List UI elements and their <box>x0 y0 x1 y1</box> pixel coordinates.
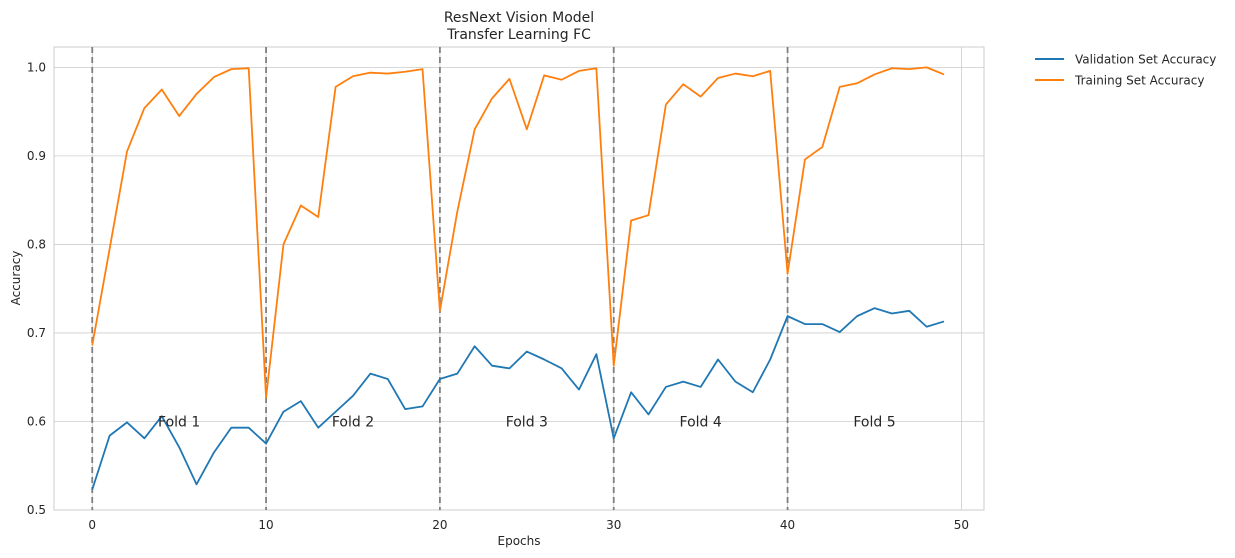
fold-label: Fold 4 <box>680 414 722 430</box>
y-tick-label: 0.8 <box>27 237 46 251</box>
y-tick-label: 0.9 <box>27 149 46 163</box>
fold-label: Fold 3 <box>506 414 548 430</box>
y-tick-label: 0.5 <box>27 503 46 517</box>
x-axis-ticks: 0 10 20 30 40 50 <box>88 518 969 532</box>
x-axis-label: Epochs <box>498 534 541 548</box>
fold-boundaries <box>91 47 789 510</box>
y-tick-label: 1.0 <box>27 60 46 74</box>
chart-subtitle: Transfer Learning FC <box>446 27 591 43</box>
series-lines <box>91 66 945 490</box>
x-tick-label: 50 <box>954 518 969 532</box>
x-tick-label: 10 <box>258 518 273 532</box>
fold-label: Fold 2 <box>332 414 374 430</box>
legend: Validation Set Accuracy Training Set Acc… <box>1035 53 1216 88</box>
x-tick-label: 0 <box>88 518 96 532</box>
grid <box>54 47 984 511</box>
fold-label: Fold 1 <box>158 414 200 430</box>
y-axis-label: Accuracy <box>9 251 23 306</box>
plot-area <box>53 46 985 511</box>
legend-label-validation: Validation Set Accuracy <box>1075 53 1216 67</box>
x-tick-label: 40 <box>780 518 795 532</box>
validation-accuracy-line <box>91 307 945 490</box>
y-tick-label: 0.6 <box>27 414 46 428</box>
fold-label: Fold 5 <box>853 414 895 430</box>
y-axis-ticks: 0.5 0.6 0.7 0.8 0.9 1.0 <box>27 60 46 517</box>
legend-label-training: Training Set Accuracy <box>1074 74 1204 88</box>
training-accuracy-line <box>91 66 945 399</box>
fold-labels: Fold 1 Fold 2 Fold 3 Fold 4 Fold 5 <box>158 414 896 430</box>
y-tick-label: 0.7 <box>27 326 46 340</box>
x-tick-label: 20 <box>432 518 447 532</box>
chart-title: ResNext Vision Model <box>444 10 594 26</box>
x-tick-label: 30 <box>606 518 621 532</box>
